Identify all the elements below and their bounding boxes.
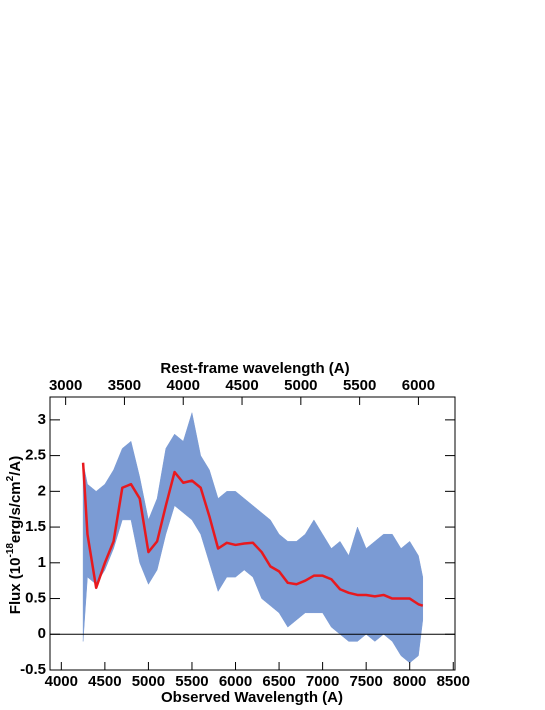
x-tick-label: 6000 [219, 673, 252, 690]
plot-frame [49, 396, 456, 671]
y-title-superscript: -18 [5, 543, 16, 558]
x2-tick-label: 5500 [343, 377, 376, 394]
y-tick-label: 3 [38, 411, 46, 428]
y-tick-label: -0.5 [20, 661, 46, 678]
y-title-text: /A) [7, 456, 24, 476]
x-tick-label: 6500 [262, 673, 295, 690]
x2-tick-label: 5000 [284, 377, 317, 394]
x2-axis-title: Rest-frame wavelength (A) [160, 360, 349, 377]
y-tick-label: 1.5 [25, 518, 46, 535]
x-tick-label: 7500 [349, 673, 382, 690]
y-tick-label: 2 [38, 482, 46, 499]
x-tick-label: 5500 [175, 673, 208, 690]
x2-tick-label: 3500 [108, 377, 141, 394]
x2-tick-label: 3000 [49, 377, 82, 394]
x2-tick-label: 4000 [167, 377, 200, 394]
x-tick-label: 5000 [132, 673, 165, 690]
x2-tick-label: 6000 [402, 377, 435, 394]
y-tick-label: 0.5 [25, 590, 46, 607]
x-tick-label: 8500 [437, 673, 470, 690]
x2-tick-label: 4500 [225, 377, 258, 394]
y-title-superscript: 2 [5, 475, 16, 481]
x-axis-title: Observed Wavelength (A) [161, 689, 343, 705]
x-tick-label: 4000 [45, 673, 78, 690]
y-axis-title: Flux (10-18erg/s/cm2/A) [5, 456, 24, 614]
x-tick-label: 4500 [88, 673, 121, 690]
y-tick-label: 2.5 [25, 447, 46, 464]
y-tick-label: 0 [38, 625, 46, 642]
y-title-text: erg/s/cm [7, 481, 24, 543]
x-tick-label: 7000 [306, 673, 339, 690]
y-title-text: Flux (10 [7, 558, 24, 615]
model-line [81, 462, 424, 607]
x-tick-label: 8000 [393, 673, 426, 690]
y-tick-label: 1 [38, 554, 46, 571]
flux-band [82, 412, 424, 664]
